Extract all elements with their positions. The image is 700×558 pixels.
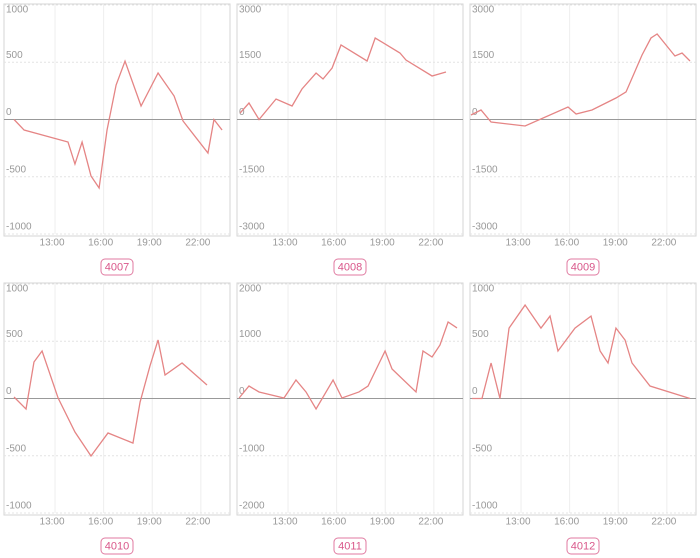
x-tick-label: 16:00 bbox=[88, 517, 113, 528]
chart-title: 4007 bbox=[105, 261, 129, 273]
y-tick-label: -1500 bbox=[472, 164, 498, 175]
x-tick-label: 16:00 bbox=[321, 517, 346, 528]
data-line bbox=[13, 59, 223, 190]
chart-panel: 13:00 16:00 19:00 22:00 -1000 -500 0 500 1000 400… bbox=[3, 3, 231, 276]
x-tick-label: 13:00 bbox=[273, 517, 298, 528]
x-tick-label: 22:00 bbox=[651, 238, 676, 249]
y-tick-label: 500 bbox=[6, 329, 23, 340]
chart-panel: 13:00 16:00 19:00 22:00 -1000 -500 0 500 1000 401… bbox=[3, 282, 231, 555]
y-tick-label: -500 bbox=[6, 443, 26, 454]
x-tick-label: 22:00 bbox=[185, 517, 210, 528]
x-tick-label: 13:00 bbox=[506, 238, 531, 249]
y-tick-label: -3000 bbox=[472, 222, 498, 233]
data-line bbox=[470, 33, 691, 127]
x-tick-label: 19:00 bbox=[603, 517, 628, 528]
y-tick-label: 1000 bbox=[472, 284, 495, 295]
x-tick-label: 19:00 bbox=[370, 517, 395, 528]
data-line bbox=[238, 321, 458, 411]
y-tick-label: -1000 bbox=[6, 222, 32, 233]
chart-title: 4012 bbox=[571, 540, 595, 552]
y-tick-label: 2000 bbox=[239, 284, 262, 295]
chart-panel: 13:00 16:00 19:00 22:00 -1000 -500 0 500 1000 401… bbox=[469, 282, 697, 555]
chart-title: 4010 bbox=[105, 540, 129, 552]
x-tick-label: 16:00 bbox=[554, 517, 579, 528]
x-tick-label: 19:00 bbox=[137, 517, 162, 528]
y-tick-label: 1000 bbox=[6, 284, 29, 295]
y-tick-label: 0 bbox=[6, 107, 12, 118]
y-tick-label: 1500 bbox=[472, 50, 495, 61]
x-tick-label: 16:00 bbox=[554, 238, 579, 249]
chart-title: 4011 bbox=[338, 540, 362, 552]
x-tick-label: 16:00 bbox=[321, 238, 346, 249]
y-tick-label: -500 bbox=[472, 443, 492, 454]
y-tick-label: 1000 bbox=[6, 5, 29, 16]
x-tick-label: 22:00 bbox=[418, 238, 443, 249]
x-tick-label: 13:00 bbox=[40, 517, 65, 528]
y-tick-label: 3000 bbox=[472, 5, 495, 16]
y-tick-label: -1000 bbox=[6, 501, 32, 512]
x-tick-label: 22:00 bbox=[418, 517, 443, 528]
y-tick-label: 3000 bbox=[239, 5, 262, 16]
title-box bbox=[100, 258, 134, 276]
x-tick-label: 13:00 bbox=[506, 517, 531, 528]
y-tick-label: 1500 bbox=[239, 50, 262, 61]
x-tick-label: 22:00 bbox=[185, 238, 210, 249]
y-tick-label: 500 bbox=[6, 50, 23, 61]
x-tick-label: 19:00 bbox=[137, 238, 162, 249]
x-tick-label: 19:00 bbox=[603, 238, 628, 249]
y-tick-label: -500 bbox=[6, 164, 26, 175]
x-tick-label: 16:00 bbox=[88, 238, 113, 249]
data-line bbox=[13, 339, 208, 458]
chart-panel: 13:00 16:00 19:00 22:00-3000-15000150030004… bbox=[469, 3, 697, 276]
x-tick-label: 13:00 bbox=[40, 238, 65, 249]
y-tick-label: 0 bbox=[6, 386, 12, 397]
y-tick-label: 0 bbox=[472, 386, 478, 397]
chart-title: 4008 bbox=[338, 261, 362, 273]
y-tick-label: -3000 bbox=[239, 222, 265, 233]
title-box bbox=[333, 258, 367, 276]
y-tick-label: -2000 bbox=[239, 501, 265, 512]
y-tick-label: -1000 bbox=[472, 501, 498, 512]
y-tick-label: 1000 bbox=[239, 329, 262, 340]
data-line bbox=[472, 303, 691, 400]
title-box bbox=[333, 537, 367, 555]
title-box bbox=[100, 537, 134, 555]
title-box bbox=[566, 537, 600, 555]
x-tick-label: 22:00 bbox=[651, 517, 676, 528]
y-tick-label: 500 bbox=[472, 329, 489, 340]
y-tick-label: 0 bbox=[239, 107, 245, 118]
chart-panel: 13:00 16:00 19:00 22:00 -3000 -1500 0 1500 3000 4… bbox=[236, 3, 464, 276]
y-tick-label: -1000 bbox=[239, 443, 265, 454]
chart-title: 4009 bbox=[571, 261, 595, 273]
x-tick-label: 19:00 bbox=[370, 238, 395, 249]
x-tick-label: 13:00 bbox=[273, 238, 298, 249]
title-box bbox=[566, 258, 600, 276]
data-line bbox=[239, 37, 447, 121]
y-tick-label: -1500 bbox=[239, 164, 265, 175]
y-tick-label: 0 bbox=[239, 386, 245, 397]
chart-panel: 13:00 16:00 19:00 22:00 -2000 -1000 0 1000 2000 4… bbox=[236, 282, 464, 555]
